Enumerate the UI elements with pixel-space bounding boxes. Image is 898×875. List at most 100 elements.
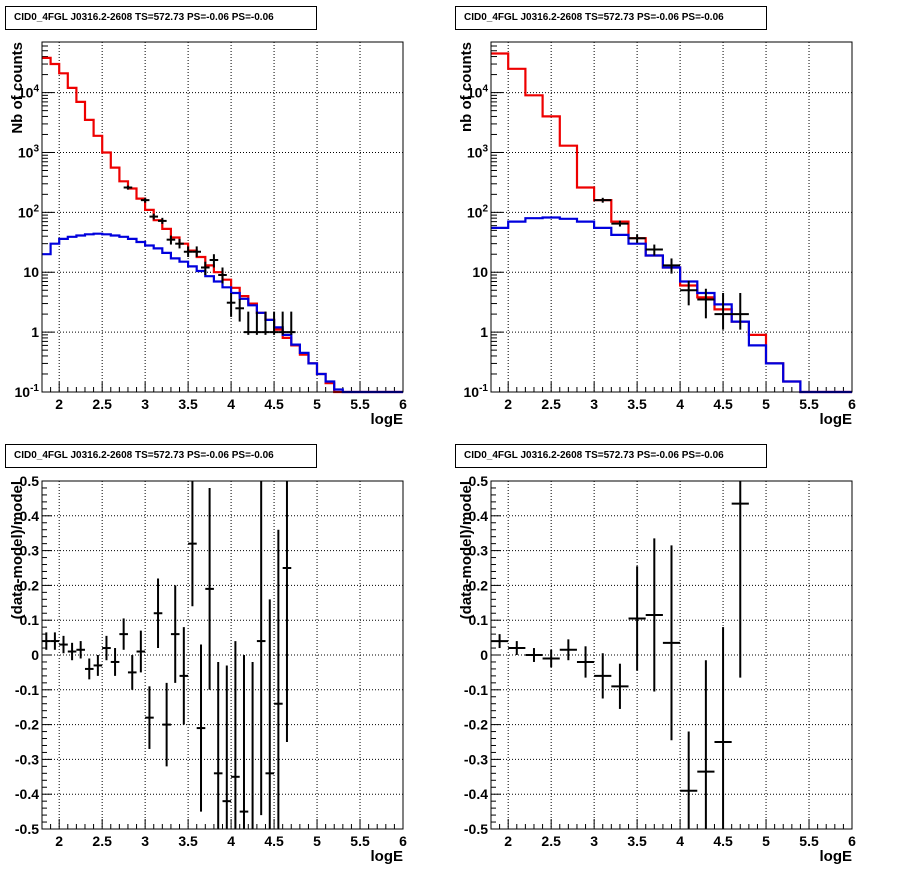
y-tick-label: 0.5	[469, 473, 489, 489]
data-point	[697, 288, 715, 319]
data-point	[102, 635, 111, 661]
x-tick-label: 5.5	[350, 396, 370, 412]
x-tick-label: 5	[762, 833, 770, 849]
x-tick-label: 2	[504, 396, 512, 412]
data-point	[645, 538, 663, 692]
x-tick-label: 5.5	[799, 833, 819, 849]
chart-title: CID0_4FGL J0316.2-2608 TS=572.73 PS=-0.0…	[5, 444, 317, 468]
data-point	[662, 258, 681, 274]
data-point	[140, 197, 150, 203]
series-line-1	[42, 232, 403, 394]
data-point	[261, 311, 270, 335]
y-tick-label: 0.4	[20, 508, 40, 524]
data-point	[594, 197, 612, 203]
chart-counts-left: 2 2.5 3 3.5 4 4.5 5 5.5 610-1110102103104logENb …	[9, 41, 407, 428]
y-tick-label: 0	[480, 647, 488, 663]
x-tick-label: 2	[55, 396, 63, 412]
x-tick-label: 2	[55, 833, 63, 849]
data-point	[67, 642, 77, 661]
y-tick-label: 0.5	[20, 473, 40, 489]
x-tick-label: 3.5	[627, 833, 647, 849]
plot-frame	[41, 41, 404, 393]
data-point	[158, 217, 167, 224]
x-tick-label: 4	[676, 396, 684, 412]
data-point	[153, 578, 163, 649]
data-point	[576, 646, 595, 678]
chart-title-text: CID0_4FGL J0316.2-2608 TS=572.73 PS=-0.0…	[14, 450, 274, 461]
data-point	[282, 481, 292, 742]
y-tick-label: -0.2	[464, 717, 488, 733]
y-tick-label: -0.5	[464, 821, 488, 837]
x-tick-label: 4.5	[264, 833, 284, 849]
data-point	[645, 244, 663, 256]
chart-panel-bottom-left: 2 2.5 3 3.5 4 4.5 5 5.5 6 -0.5 -0.4 -0.3 -0.2 -0.1 0 0.…	[0, 437, 449, 875]
data-point	[175, 238, 184, 249]
y-tick-label: 0.3	[469, 543, 489, 559]
data-point	[274, 529, 283, 829]
x-tick-label: 5.5	[350, 833, 370, 849]
x-tick-label: 5.5	[799, 396, 819, 412]
plot-frame	[41, 480, 404, 830]
data-point	[714, 293, 732, 330]
chart-panel-bottom-right: 2 2.5 3 3.5 4 4.5 5 5.5 6 -0.5 -0.4 -0.3 -0.2 -0.1 0 0.…	[449, 437, 898, 875]
data-point	[611, 663, 629, 709]
data-point	[145, 686, 154, 749]
chart-title-text: CID0_4FGL J0316.2-2608 TS=572.73 PS=-0.0…	[464, 12, 724, 23]
y-tick-label: 0.1	[469, 612, 489, 628]
data-point	[508, 641, 526, 655]
data-point	[559, 639, 577, 661]
data-point	[123, 185, 133, 190]
y-tick-label: -0.1	[15, 682, 39, 698]
x-tick-label: 2.5	[92, 396, 112, 412]
x-axis-label: logE	[371, 411, 404, 428]
x-tick-label: 4.5	[264, 396, 284, 412]
y-tick-label: 103	[467, 143, 489, 160]
y-axis-label: Nb of counts	[9, 42, 26, 134]
data-point	[278, 311, 287, 335]
data-point	[491, 634, 509, 649]
data-point	[243, 311, 253, 335]
chart-title: CID0_4FGL J0316.2-2608 TS=572.73 PS=-0.0…	[5, 6, 317, 30]
y-tick-label: -0.3	[15, 751, 39, 767]
x-tick-label: 4.5	[713, 833, 733, 849]
data-point	[166, 235, 176, 245]
x-tick-label: 3	[590, 833, 598, 849]
data-point	[697, 660, 715, 829]
x-tick-label: 3.5	[178, 833, 198, 849]
data-point	[231, 641, 240, 829]
x-tick-label: 4	[676, 833, 684, 849]
data-point	[119, 618, 128, 650]
x-tick-label: 3	[141, 833, 149, 849]
x-tick-label: 3	[141, 396, 149, 412]
x-axis-label: logE	[371, 848, 404, 865]
data-point	[256, 481, 266, 816]
y-tick-label: -0.1	[464, 682, 488, 698]
y-axis-label: (data-model)/model	[458, 481, 475, 619]
data-point	[136, 630, 146, 673]
data-point	[127, 655, 137, 690]
data-point	[209, 254, 219, 268]
data-point	[226, 293, 236, 317]
x-tick-label: 2.5	[92, 833, 112, 849]
x-axis-label: logE	[820, 411, 853, 428]
x-tick-label: 2.5	[541, 396, 561, 412]
y-tick-label: 0.2	[469, 577, 489, 593]
y-tick-label: 102	[18, 203, 40, 220]
y-tick-label: -0.3	[464, 751, 488, 767]
x-tick-label: 6	[848, 833, 856, 849]
x-tick-label: 5	[313, 833, 321, 849]
chart-panel-top-left: 2 2.5 3 3.5 4 4.5 5 5.5 6 10-1 1 10 102 103 104 logE Nb …	[0, 0, 449, 437]
x-tick-label: 3.5	[178, 396, 198, 412]
data-point	[201, 261, 210, 275]
y-tick-label: 0.2	[20, 577, 40, 593]
data-point	[731, 293, 749, 330]
plot-frame	[490, 41, 853, 393]
chart-title-text: CID0_4FGL J0316.2-2608 TS=572.73 PS=-0.0…	[464, 450, 724, 461]
y-tick-label: -0.4	[15, 786, 39, 802]
data-point	[162, 682, 171, 767]
y-tick-label: 10-1	[464, 383, 489, 400]
data-point	[188, 481, 197, 607]
y-tick-label: -0.2	[15, 717, 39, 733]
y-tick-label: 1	[31, 324, 39, 340]
series-line-0	[491, 52, 852, 394]
